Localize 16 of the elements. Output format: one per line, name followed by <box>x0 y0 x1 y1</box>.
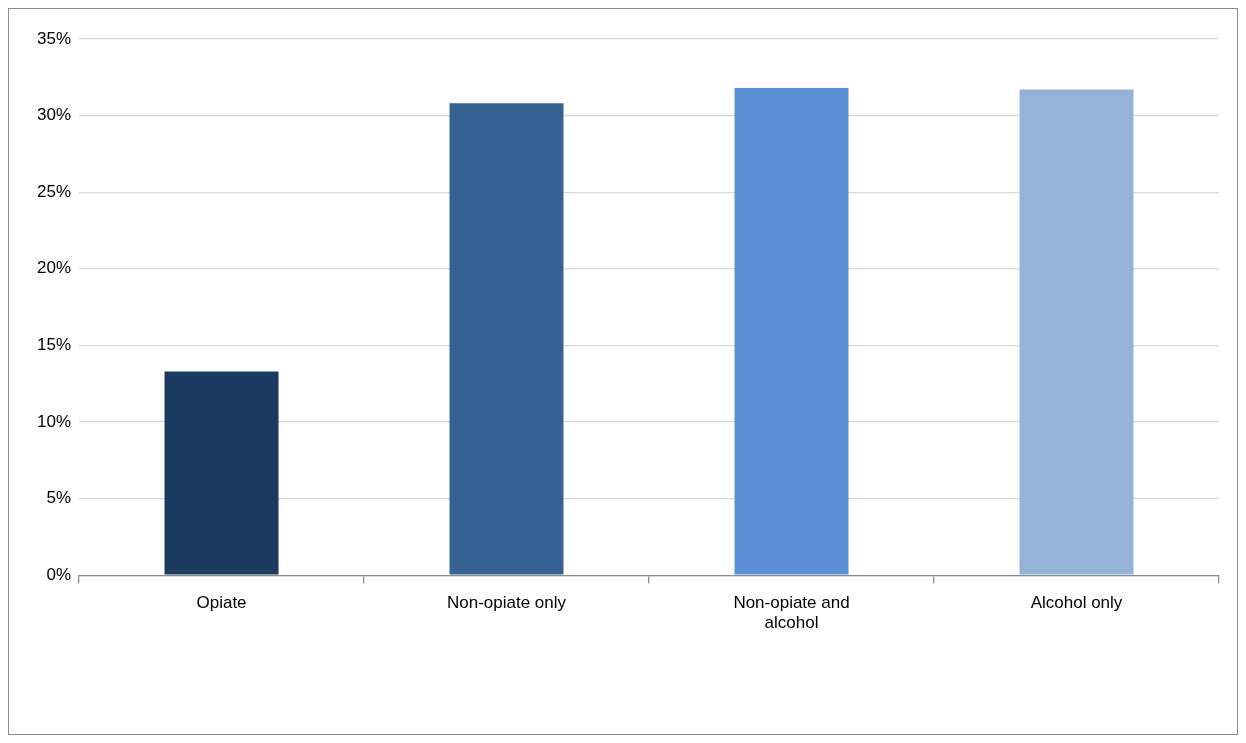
bar <box>1019 89 1134 575</box>
y-tick-label: 25% <box>36 181 72 201</box>
x-tick-label: Non-opiate only <box>446 593 567 613</box>
bar <box>734 88 849 575</box>
bar <box>449 103 564 575</box>
x-tick-label: Alcohol only <box>1030 593 1123 613</box>
y-tick-label: 30% <box>36 105 72 125</box>
y-tick-label: 35% <box>36 28 72 48</box>
x-tick-label: Non-opiate and alcohol <box>733 593 850 633</box>
y-tick-label: 10% <box>36 411 72 431</box>
y-tick-label: 0% <box>46 564 72 584</box>
y-tick-label: 20% <box>36 258 72 278</box>
y-tick-label: 15% <box>36 335 72 355</box>
x-tick-label: Opiate <box>196 593 247 613</box>
y-tick-label: 5% <box>46 488 72 508</box>
bar <box>164 371 279 575</box>
